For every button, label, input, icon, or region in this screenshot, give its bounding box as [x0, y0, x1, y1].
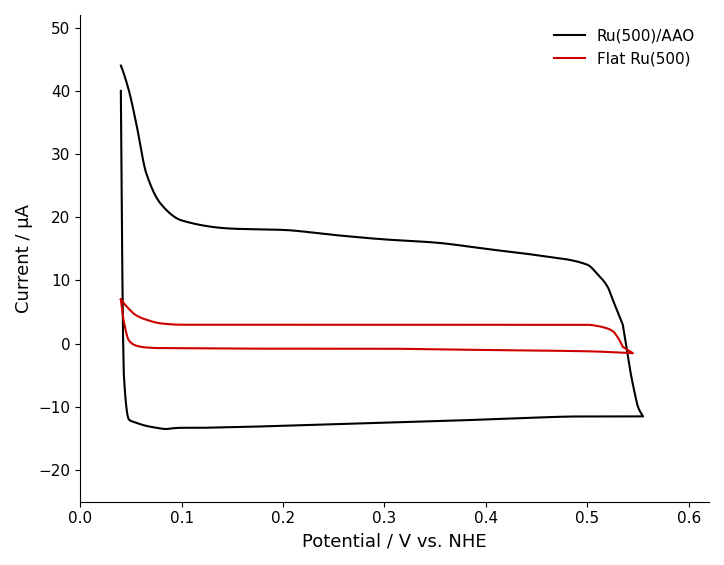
Flat Ru(500) [628, 350, 637, 357]
Ru(500)/AAO [117, 62, 125, 69]
Ru(500)/AAO [486, 246, 494, 253]
Flat Ru(500) [117, 296, 125, 303]
X-axis label: Potential / V vs. NHE: Potential / V vs. NHE [303, 532, 487, 550]
Line: Ru(500)/AAO: Ru(500)/AAO [121, 66, 643, 429]
Flat Ru(500) [117, 296, 125, 303]
Flat Ru(500) [169, 345, 178, 351]
Legend: Ru(500)/AAO, Flat Ru(500): Ru(500)/AAO, Flat Ru(500) [548, 23, 702, 72]
Ru(500)/AAO [542, 414, 550, 420]
Flat Ru(500) [331, 345, 340, 352]
Flat Ru(500) [314, 345, 323, 352]
Flat Ru(500) [381, 321, 390, 328]
Line: Flat Ru(500): Flat Ru(500) [121, 299, 633, 353]
Ru(500)/AAO [162, 425, 171, 432]
Y-axis label: Current / μA: Current / μA [15, 204, 33, 313]
Ru(500)/AAO [140, 163, 148, 170]
Ru(500)/AAO [366, 235, 374, 242]
Ru(500)/AAO [395, 237, 404, 244]
Flat Ru(500) [356, 321, 365, 328]
Flat Ru(500) [272, 321, 280, 328]
Ru(500)/AAO [117, 88, 125, 94]
Ru(500)/AAO [471, 416, 479, 423]
